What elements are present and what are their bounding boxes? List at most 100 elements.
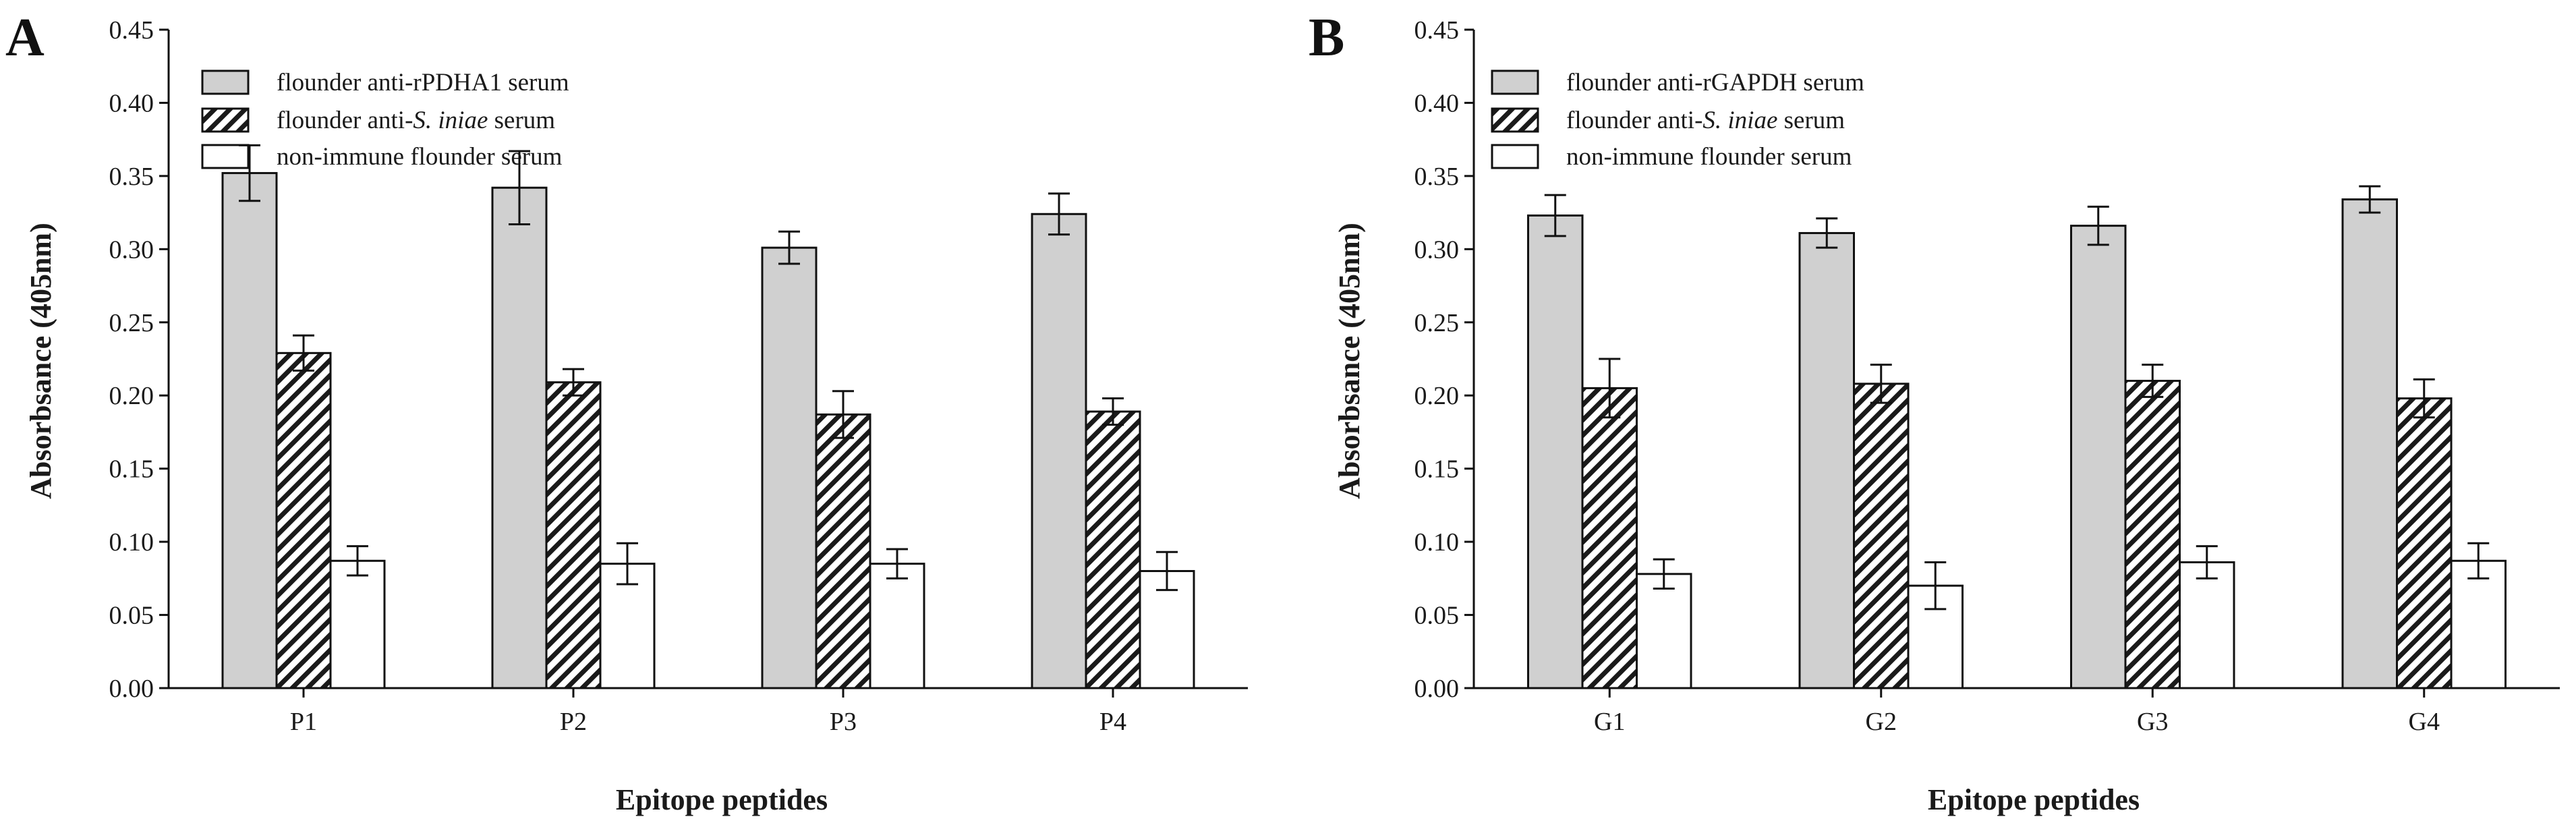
x-tick-label-p4: P4 bbox=[1099, 708, 1126, 736]
error-bar-g2-gray bbox=[1816, 217, 1838, 249]
x-axis-label-b: Epitope peptides bbox=[1928, 783, 2140, 816]
legend-label-b-1: flounder anti-S. iniae serum bbox=[1566, 107, 1845, 134]
y-tick-label-b: 0.40 bbox=[1414, 89, 1460, 117]
legend-a: flounder anti-rPDHA1 serum flounder anti… bbox=[201, 69, 569, 171]
legend-item-a-1: flounder anti-S. iniae serum bbox=[201, 107, 555, 134]
error-bar-g2-white bbox=[1924, 561, 1947, 611]
error-bar-p1-hatch bbox=[293, 334, 314, 372]
bar-g4-gray bbox=[2341, 198, 2398, 689]
error-bar-p4-gray bbox=[1048, 192, 1070, 236]
legend-swatch-hatch bbox=[1491, 107, 1539, 133]
bar-g3-white bbox=[2179, 561, 2235, 689]
error-bar-p2-hatch bbox=[563, 368, 584, 397]
legend-label-b-2: non-immune flounder serum bbox=[1566, 143, 1852, 171]
legend-label-b-0: flounder anti-rGAPDH serum bbox=[1566, 69, 1864, 96]
legend-swatch-white bbox=[201, 144, 250, 169]
y-tick-label-b: 0.10 bbox=[1414, 528, 1460, 557]
y-tick-label-a: 0.35 bbox=[109, 163, 154, 191]
bar-g4-white bbox=[2450, 559, 2507, 689]
bar-g4-hatch bbox=[2396, 397, 2453, 689]
bar-g3-hatch bbox=[2124, 380, 2181, 689]
x-tick-label-g2: G2 bbox=[1866, 708, 1897, 736]
y-tick-label-b: 0.45 bbox=[1414, 16, 1460, 45]
y-tick-label-b: 0.00 bbox=[1414, 675, 1460, 703]
bar-p2-gray bbox=[491, 186, 548, 689]
bar-p1-gray bbox=[221, 172, 278, 689]
bar-p3-white bbox=[869, 563, 925, 689]
y-axis-label-b: Absorbsance (405nm) bbox=[1333, 223, 1366, 499]
y-tick-label-a: 0.00 bbox=[109, 675, 154, 703]
y-axis-label-a: Absorbsance (405nm) bbox=[24, 223, 57, 499]
legend-item-b-0: flounder anti-rGAPDH serum bbox=[1491, 69, 1864, 96]
chart-b: B Absorbsance (405nm) Epitope peptides f… bbox=[1309, 8, 2560, 816]
legend-item-b-2: non-immune flounder serum bbox=[1491, 143, 1852, 171]
y-tick-label-b: 0.05 bbox=[1414, 602, 1460, 630]
chart-a: A Absorbsance (405nm) Epitope peptides f… bbox=[5, 8, 1248, 816]
error-bar-p4-hatch bbox=[1102, 397, 1124, 426]
bar-g1-gray bbox=[1527, 214, 1584, 689]
bar-g3-gray bbox=[2070, 225, 2127, 689]
error-bar-p2-gray bbox=[509, 150, 530, 225]
error-bar-g1-white bbox=[1653, 558, 1675, 590]
error-bar-p2-white bbox=[617, 542, 638, 586]
legend-swatch-gray bbox=[201, 69, 250, 95]
panel-label-a: A bbox=[5, 8, 45, 67]
y-tick-label-a: 0.45 bbox=[109, 16, 154, 45]
bar-g2-white bbox=[1907, 584, 1964, 689]
bar-g2-gray bbox=[1798, 231, 1855, 689]
error-bar-p3-white bbox=[886, 548, 908, 579]
error-bar-g3-gray bbox=[2087, 205, 2109, 246]
error-bar-p1-gray bbox=[239, 144, 260, 202]
error-bar-p1-white bbox=[347, 545, 368, 577]
bar-g2-hatch bbox=[1853, 383, 1910, 689]
legend-label-a-2: non-immune flounder serum bbox=[277, 143, 563, 171]
bar-g1-hatch bbox=[1581, 387, 1638, 689]
x-tick-label-g4: G4 bbox=[2409, 708, 2440, 736]
legend-item-a-2: non-immune flounder serum bbox=[201, 143, 563, 171]
error-bar-p3-gray bbox=[778, 230, 800, 265]
y-tick-label-b: 0.15 bbox=[1414, 455, 1460, 484]
x-tick-label-g3: G3 bbox=[2137, 708, 2168, 736]
error-bar-p3-hatch bbox=[832, 390, 854, 439]
legend-item-b-1: flounder anti-S. iniae serum bbox=[1491, 107, 1845, 134]
y-tick-label-b: 0.30 bbox=[1414, 235, 1460, 264]
legend-swatch-white bbox=[1491, 144, 1539, 169]
y-tick-label-b: 0.20 bbox=[1414, 382, 1460, 410]
bar-g1-white bbox=[1636, 573, 1692, 689]
panel-label-b: B bbox=[1309, 8, 1344, 67]
legend-b: flounder anti-rGAPDH serum flounder anti… bbox=[1491, 69, 1864, 171]
bar-p3-gray bbox=[761, 246, 818, 689]
y-tick-label-a: 0.10 bbox=[109, 528, 154, 557]
bar-p2-hatch bbox=[545, 381, 602, 689]
legend-swatch-hatch bbox=[201, 107, 250, 133]
error-bar-g3-white bbox=[2196, 545, 2218, 579]
x-tick-label-p3: P3 bbox=[830, 708, 857, 736]
x-tick-label-p2: P2 bbox=[560, 708, 587, 736]
y-tick-label-b: 0.25 bbox=[1414, 309, 1460, 337]
x-tick-label-p1: P1 bbox=[290, 708, 317, 736]
y-tick-label-a: 0.05 bbox=[109, 602, 154, 630]
error-bar-g4-gray bbox=[2359, 185, 2381, 214]
y-tick-label-a: 0.40 bbox=[109, 89, 154, 117]
bar-p3-hatch bbox=[815, 413, 871, 689]
legend-label-a-1: flounder anti-S. iniae serum bbox=[277, 107, 555, 134]
error-bar-g2-hatch bbox=[1870, 364, 1892, 404]
error-bar-p4-white bbox=[1156, 550, 1178, 592]
y-tick-label-a: 0.20 bbox=[109, 382, 154, 410]
x-axis-label-a: Epitope peptides bbox=[616, 783, 828, 816]
legend-swatch-gray bbox=[1491, 69, 1539, 95]
error-bar-g1-gray bbox=[1544, 194, 1566, 237]
legend-item-a-0: flounder anti-rPDHA1 serum bbox=[201, 69, 569, 96]
bar-p4-hatch bbox=[1085, 410, 1141, 689]
error-bar-g3-hatch bbox=[2142, 364, 2164, 398]
bar-p4-gray bbox=[1031, 213, 1087, 689]
x-tick-label-g1: G1 bbox=[1594, 708, 1625, 736]
bar-p1-hatch bbox=[275, 351, 332, 689]
error-bar-g1-hatch bbox=[1599, 358, 1621, 419]
y-tick-label-a: 0.15 bbox=[109, 455, 154, 484]
legend-label-a-0: flounder anti-rPDHA1 serum bbox=[277, 69, 569, 96]
bar-p1-white bbox=[329, 559, 386, 689]
y-tick-label-a: 0.30 bbox=[109, 235, 154, 264]
error-bar-g4-hatch bbox=[2413, 378, 2435, 419]
